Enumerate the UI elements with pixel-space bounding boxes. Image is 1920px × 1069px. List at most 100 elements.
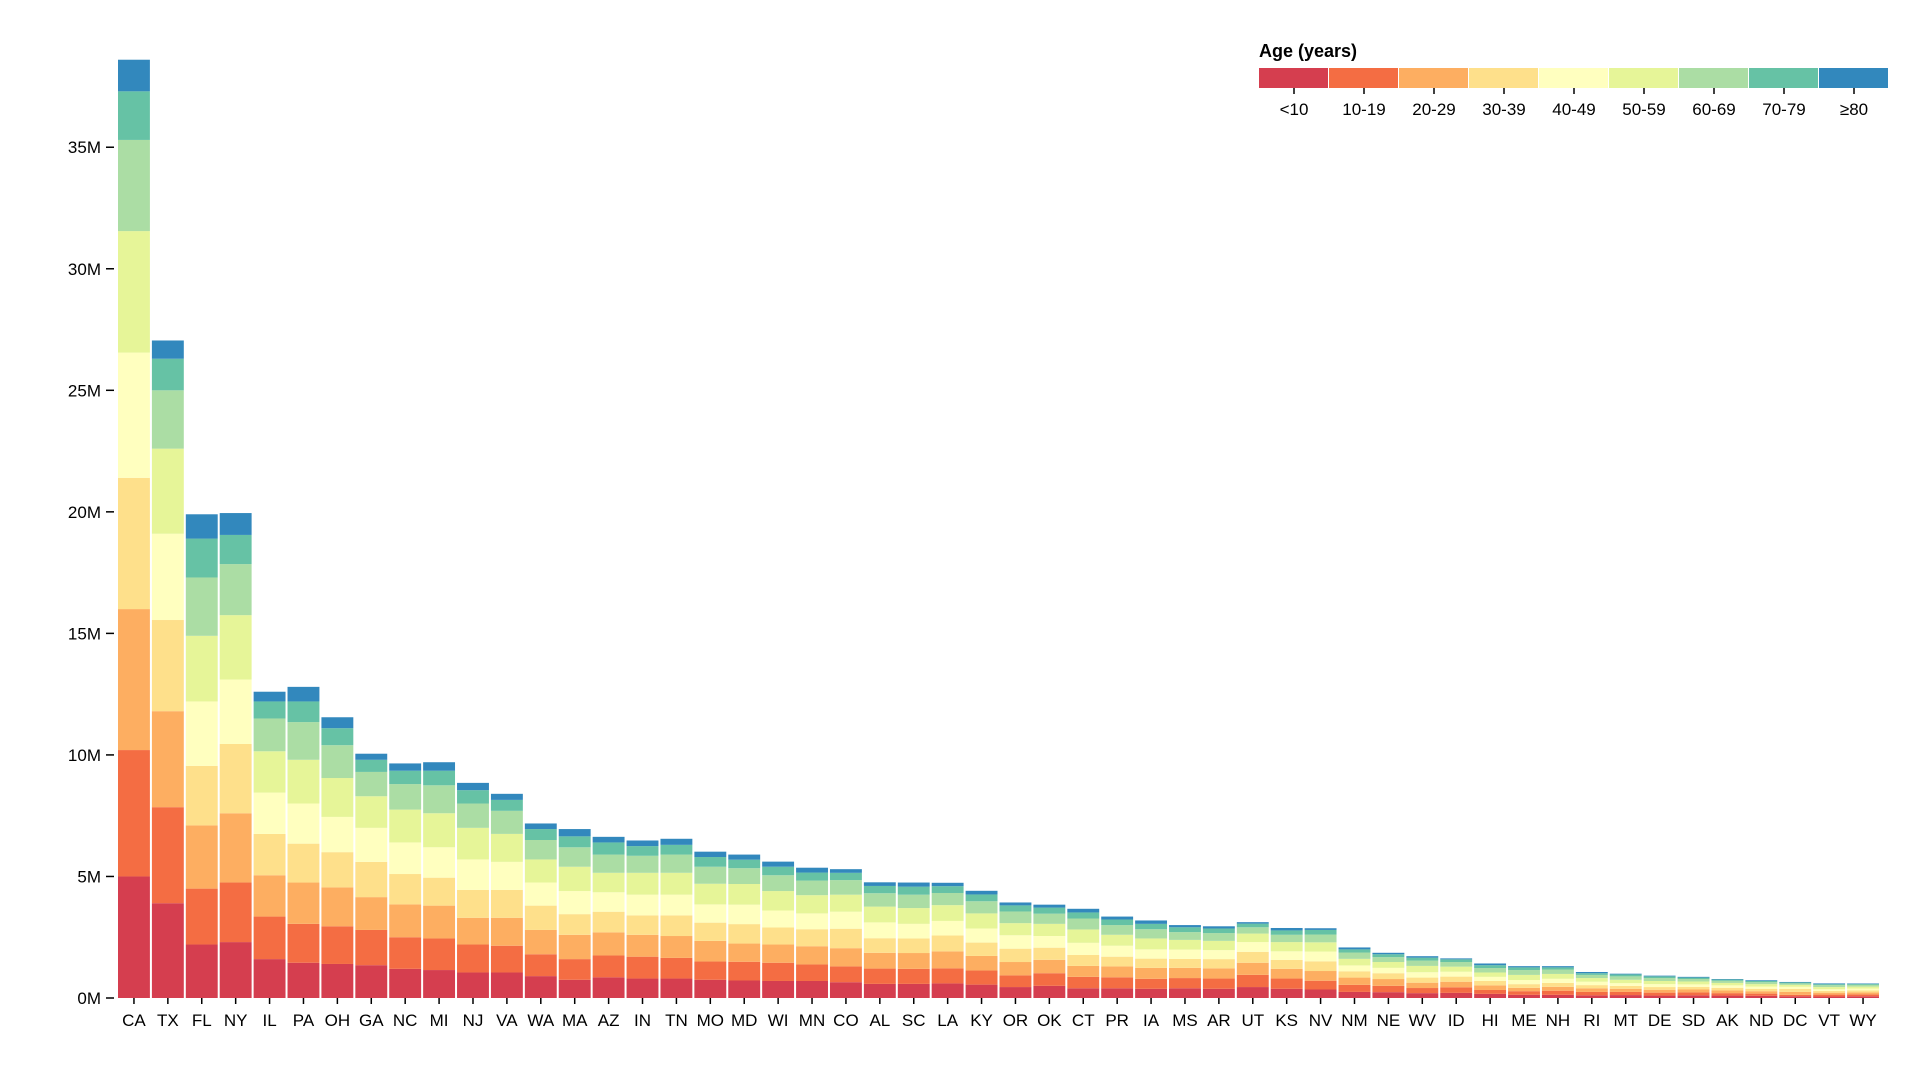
bar-segment-ga-5 [355, 796, 387, 828]
bar-segment-oh-0 [321, 964, 353, 998]
bar-segment-ma-8 [559, 829, 591, 836]
bar-segment-vt-7 [1813, 984, 1845, 985]
bar-segment-hi-2 [1474, 985, 1506, 990]
bar-segment-ca-6 [118, 140, 150, 231]
bar-segment-az-2 [593, 932, 625, 955]
bar-segment-al-3 [864, 938, 896, 953]
legend-label-5: 50-59 [1622, 100, 1665, 119]
bar-segment-co-5 [830, 895, 862, 912]
bar-segment-la-7 [932, 886, 964, 893]
bar-segment-ca-5 [118, 231, 150, 353]
bar-segment-mt-3 [1610, 986, 1642, 989]
bar-segment-tx-2 [152, 711, 184, 807]
bar-segment-nv-2 [1305, 971, 1337, 981]
bar-segment-ga-1 [355, 930, 387, 965]
bar-segment-ct-2 [1067, 966, 1099, 977]
bar-segment-nh-8 [1542, 966, 1574, 967]
bar-segment-ak-3 [1711, 988, 1743, 991]
bar-segment-oh-7 [321, 728, 353, 745]
legend-title: Age (years) [1259, 41, 1357, 61]
bar-segment-nj-3 [457, 890, 489, 918]
bar-segment-al-0 [864, 984, 896, 998]
x-tick-label-al: AL [869, 1011, 890, 1030]
bar-stack-hi [1474, 963, 1506, 998]
bar-segment-nh-6 [1542, 970, 1574, 974]
bar-segment-ut-4 [1237, 942, 1269, 952]
bar-segment-ma-1 [559, 959, 591, 980]
bar-segment-me-8 [1508, 966, 1540, 967]
bar-segment-nm-1 [1339, 985, 1371, 992]
bar-segment-az-8 [593, 837, 625, 843]
bar-segment-va-3 [491, 890, 523, 918]
x-tick-label-tx: TX [157, 1011, 179, 1030]
bar-segment-nm-8 [1339, 947, 1371, 949]
bar-segment-il-4 [254, 793, 286, 834]
bar-segment-de-7 [1644, 976, 1676, 978]
x-tick-label-ks: KS [1275, 1011, 1298, 1030]
bar-segment-tn-4 [660, 895, 692, 916]
bar-segment-sc-4 [898, 924, 930, 939]
bar-segment-nd-5 [1745, 984, 1777, 986]
bar-segment-ar-2 [1203, 968, 1235, 978]
bar-segment-nd-1 [1745, 994, 1777, 996]
x-tick-label-ms: MS [1172, 1011, 1198, 1030]
bar-segment-mi-5 [423, 813, 455, 847]
bar-segment-ar-1 [1203, 979, 1235, 989]
bar-segment-mi-1 [423, 938, 455, 970]
bar-stack-nd [1745, 980, 1777, 998]
bar-segment-dc-6 [1779, 983, 1811, 984]
bar-stack-ia [1135, 920, 1167, 998]
bar-segment-mn-6 [796, 881, 828, 896]
bar-segment-mi-2 [423, 906, 455, 939]
bar-segment-oh-1 [321, 926, 353, 964]
bar-segment-ia-6 [1135, 929, 1167, 938]
bar-segment-ri-2 [1576, 988, 1608, 992]
bar-segment-ma-2 [559, 935, 591, 959]
legend-swatch-8 [1819, 68, 1888, 88]
x-tick-label-tn: TN [665, 1011, 688, 1030]
x-tick-label-az: AZ [598, 1011, 620, 1030]
bar-segment-nh-3 [1542, 983, 1574, 987]
bar-segment-ne-2 [1372, 979, 1404, 986]
bar-stack-va [491, 794, 523, 998]
bar-segment-la-4 [932, 921, 964, 936]
bar-segment-ia-7 [1135, 924, 1167, 929]
bar-segment-ks-3 [1271, 960, 1303, 969]
bar-segment-wi-6 [762, 875, 794, 891]
bar-segment-ok-7 [1033, 908, 1065, 914]
x-tick-label-md: MD [731, 1011, 757, 1030]
x-tick-label-sc: SC [902, 1011, 926, 1030]
bar-segment-wi-7 [762, 867, 794, 876]
bar-segment-tn-2 [660, 936, 692, 958]
bar-segment-wv-6 [1406, 961, 1438, 966]
bar-segment-pa-1 [288, 924, 320, 963]
bar-segment-mt-5 [1610, 980, 1642, 983]
bar-stack-ks [1271, 928, 1303, 998]
bar-segment-ne-1 [1372, 986, 1404, 992]
bar-segment-in-8 [627, 840, 659, 846]
x-tick-label-or: OR [1003, 1011, 1029, 1030]
bar-segment-wi-5 [762, 891, 794, 910]
bar-stack-wa [525, 823, 557, 998]
bar-segment-ut-5 [1237, 934, 1269, 943]
bar-stack-mo [694, 852, 726, 998]
x-tick-label-pr: PR [1105, 1011, 1129, 1030]
x-tick-label-mo: MO [697, 1011, 724, 1030]
bars-group [118, 60, 1879, 998]
bar-segment-sc-2 [898, 953, 930, 969]
bar-segment-dc-2 [1779, 992, 1811, 995]
bar-segment-oh-2 [321, 887, 353, 926]
bar-segment-or-2 [1000, 962, 1032, 975]
bar-segment-nv-7 [1305, 930, 1337, 935]
bar-segment-co-3 [830, 929, 862, 948]
bar-segment-wv-0 [1406, 993, 1438, 998]
bar-segment-ms-6 [1169, 932, 1201, 940]
bar-segment-mi-3 [423, 878, 455, 906]
legend-label-6: 60-69 [1692, 100, 1735, 119]
bar-segment-vt-2 [1813, 993, 1845, 995]
bar-stack-wi [762, 862, 794, 998]
bar-segment-al-5 [864, 907, 896, 923]
bar-segment-mn-2 [796, 946, 828, 964]
bar-segment-ne-8 [1372, 953, 1404, 954]
bar-segment-oh-8 [321, 717, 353, 728]
